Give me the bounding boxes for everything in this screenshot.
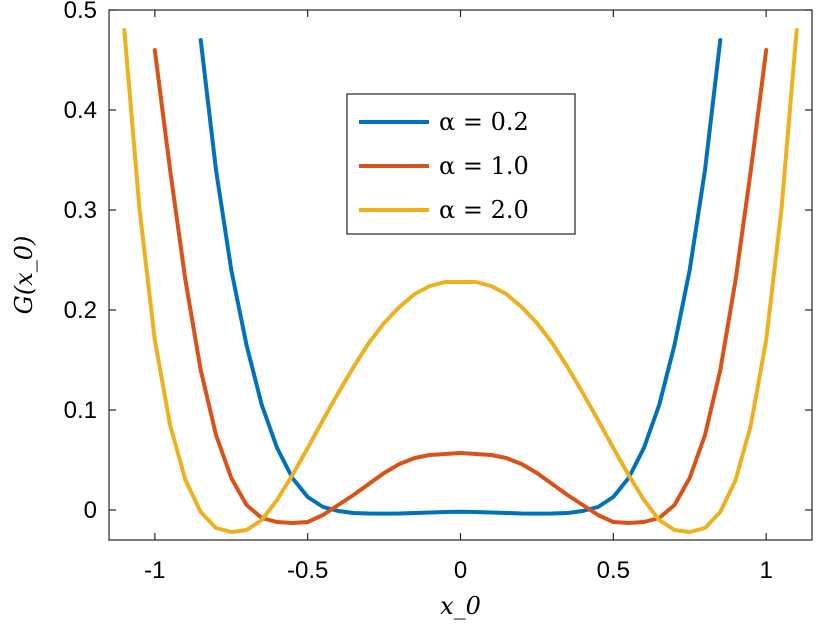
x-tick-label: 1: [759, 557, 772, 584]
series-layer: [122, 28, 799, 534]
x-tick-label: -1: [144, 557, 165, 584]
series-line-1: [198, 38, 723, 516]
x-tick-label: 0: [454, 557, 467, 584]
x-tick-label: 0.5: [597, 557, 630, 584]
series-line-3: [122, 28, 799, 534]
x-axis-label: x_0: [440, 592, 481, 620]
plot-frame: [108, 9, 813, 541]
y-tick-label: 0.5: [64, 0, 97, 24]
legend: α = 0.2 α = 1.0 α = 2.0: [346, 93, 576, 235]
legend-entry: α = 0.2: [439, 108, 529, 136]
tick-layer: -1 -0.5 0 0.5 1 0 0.1 0.2 0.3 0.4 0.5: [64, 0, 812, 584]
y-tick-label: 0.4: [64, 97, 97, 124]
legend-entry: α = 1.0: [439, 152, 529, 180]
y-tick-label: 0: [84, 497, 97, 524]
y-tick-label: 0.3: [64, 197, 97, 224]
legend-entry: α = 2.0: [439, 196, 529, 224]
y-tick-label: 0.1: [64, 397, 97, 424]
y-tick-label: 0.2: [64, 297, 97, 324]
series-line-2: [152, 48, 769, 525]
y-axis-label: G(x_0): [10, 236, 38, 315]
x-tick-label: -0.5: [287, 557, 328, 584]
